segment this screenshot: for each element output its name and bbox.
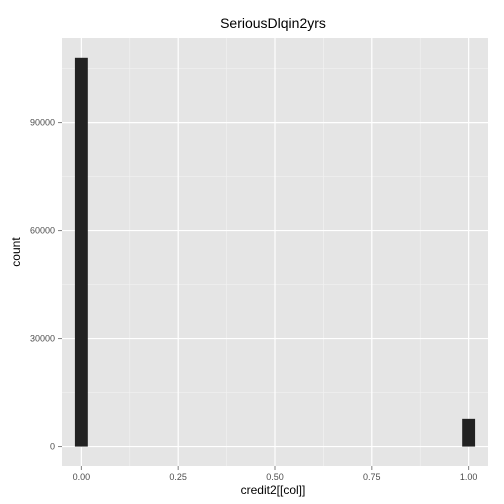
histogram-bar	[462, 418, 476, 447]
x-tick-label: 0.25	[169, 472, 187, 482]
y-axis-label: count	[9, 237, 23, 267]
y-tick-label: 0	[50, 442, 55, 452]
histogram-bar	[74, 57, 88, 447]
y-tick-label: 90000	[30, 118, 55, 128]
x-axis-label: credit2[[col]]	[241, 483, 306, 497]
y-tick-label: 30000	[30, 334, 55, 344]
chart-title: SeriousDlqin2yrs	[220, 15, 326, 31]
bars	[74, 57, 476, 447]
x-tick-label: 0.50	[266, 472, 284, 482]
x-tick-label: 1.00	[460, 472, 478, 482]
y-tick-label: 60000	[30, 226, 55, 236]
x-tick-label: 0.00	[73, 472, 91, 482]
x-tick-label: 0.75	[363, 472, 381, 482]
axis-ticks: 0.00 0.25 0.50 0.75 1.00 0 30000 60000 90000	[30, 118, 477, 482]
